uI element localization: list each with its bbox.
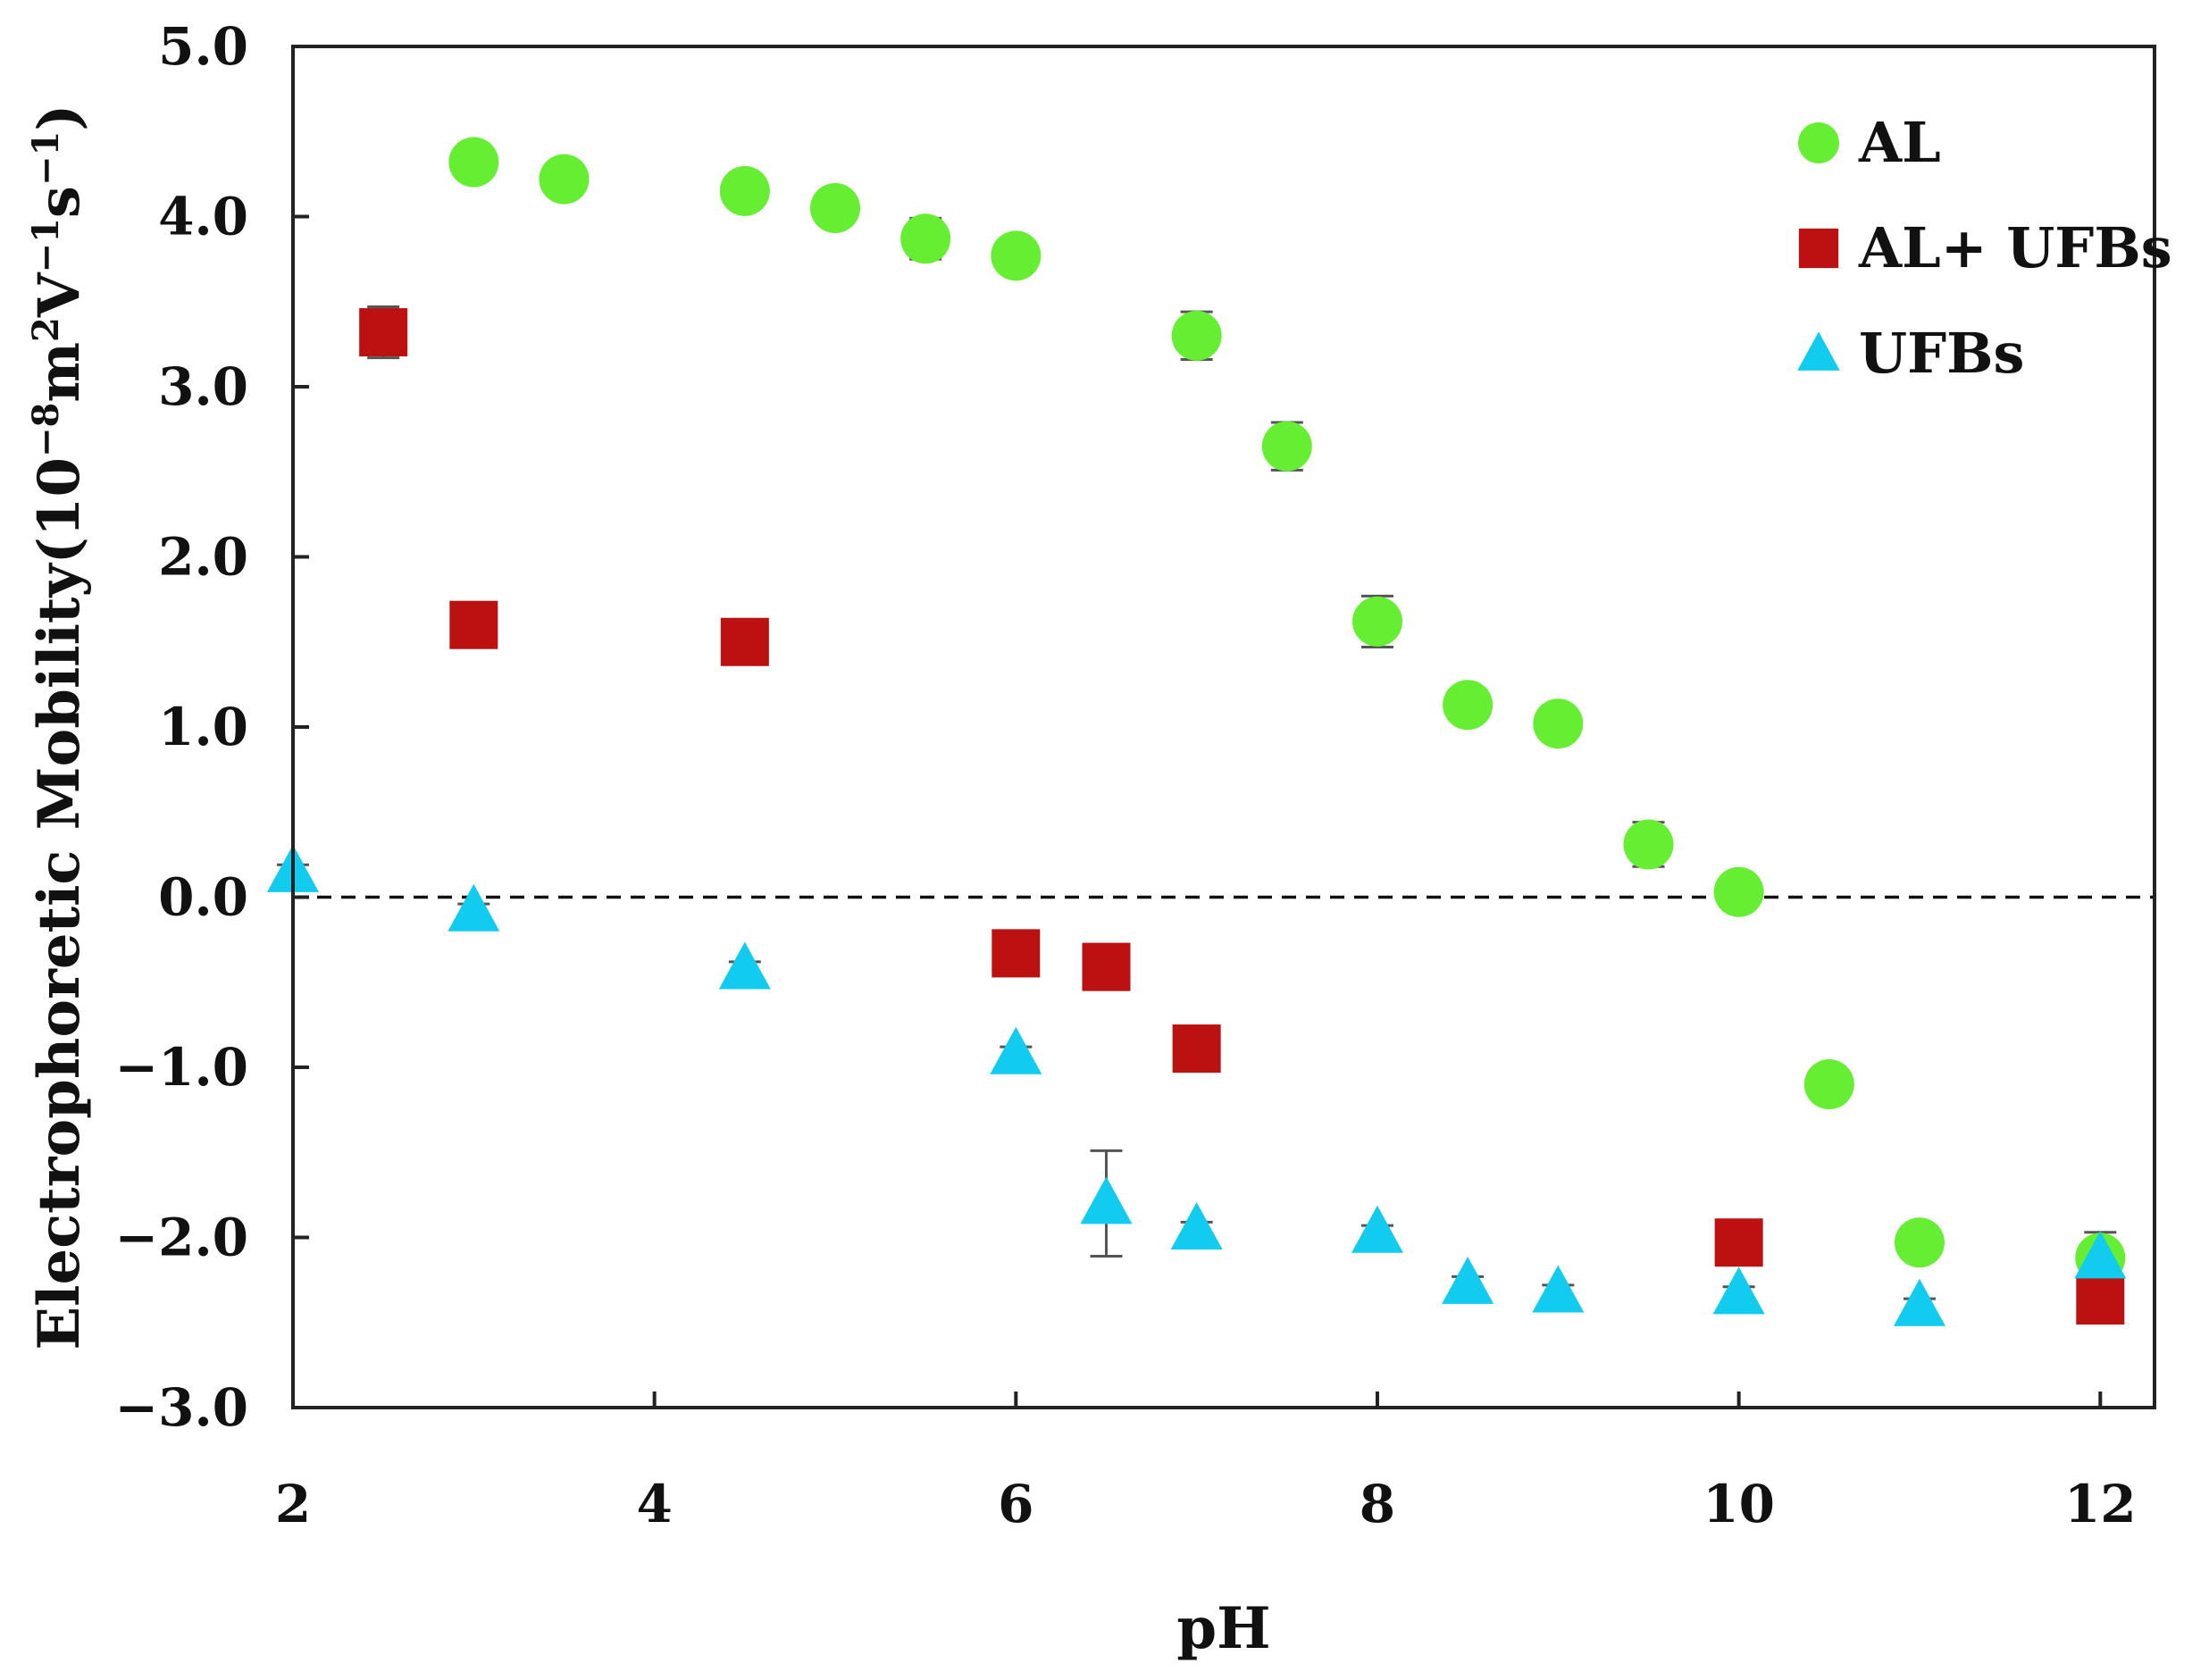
legend-marker-al [1798, 122, 1839, 163]
point-ufbs-ph-8.5 [1442, 1256, 1494, 1304]
y-tick-label-−2.0: −2.0 [114, 1208, 248, 1268]
point-ufbs-ph-12 [2074, 1231, 2127, 1279]
axis-ticks [291, 45, 2103, 1409]
legend-marker-ufbs [1797, 331, 1840, 371]
point-ufbs-ph-11 [1893, 1278, 1945, 1326]
point-al-ph-9.5 [1623, 819, 1674, 870]
point-ufbs-ph-3 [448, 883, 500, 932]
point-ufbs-ph-8 [1351, 1205, 1403, 1253]
point-al-ph-7.5 [1261, 421, 1312, 472]
y-tick-label-1.0: 1.0 [158, 697, 248, 757]
legend-marker-al-ufbs [1798, 228, 1839, 269]
point-al-ufbs-ph-10 [1714, 1218, 1763, 1267]
point-al-ph-10 [1713, 866, 1764, 917]
point-al-ph-6 [991, 230, 1042, 281]
plot-frame [291, 45, 2156, 1409]
y-tick-label-3.0: 3.0 [158, 356, 248, 417]
y-tick-label-5.0: 5.0 [158, 16, 248, 77]
point-al-ufbs-ph-3 [449, 600, 498, 649]
y-axis-title: Electrophoretic Mobility(10−8m2V−1s−1) [25, 104, 94, 1350]
point-al-ph-3 [448, 137, 499, 188]
point-al-ph-5 [809, 182, 860, 233]
y-axis-title-s: s [26, 186, 93, 218]
data-markers [267, 137, 2127, 1326]
point-al-ufbs-ph-12 [2076, 1275, 2125, 1325]
y-tick-label-−1.0: −1.0 [114, 1037, 248, 1098]
point-al-ph-4.5 [719, 165, 770, 216]
y-axis-title-m: m [26, 342, 93, 403]
x-axis-title: pH [1176, 1595, 1270, 1662]
x-tick-label-6: 6 [998, 1474, 1033, 1534]
point-ufbs-ph-10 [1712, 1266, 1765, 1315]
legend-label-al-ufbs: AL+ UFBs [1858, 215, 2172, 280]
y-axis-title-suffix: ) [26, 104, 93, 130]
point-al-ph-7 [1171, 310, 1222, 361]
y-axis-title-exp3: −1 [25, 218, 67, 272]
y-axis-title-exp4: −1 [25, 131, 67, 186]
x-tick-label-10: 10 [1703, 1474, 1775, 1534]
legend-item-ufbs: UFBs [1797, 321, 2024, 386]
point-ufbs-ph-6.5 [1080, 1176, 1133, 1224]
point-al-ph-9 [1533, 698, 1584, 749]
y-tick-label-0.0: 0.0 [158, 867, 248, 928]
point-al-ph-10.5 [1803, 1059, 1854, 1110]
legend-label-al: AL [1858, 110, 1941, 175]
y-axis-title-exp2: 2 [25, 317, 67, 342]
x-tick-label-8: 8 [1360, 1474, 1395, 1534]
point-al-ph-5.5 [900, 213, 951, 264]
point-ufbs-ph-6 [990, 1026, 1042, 1074]
x-tick-label-2: 2 [275, 1474, 311, 1534]
y-tick-label-4.0: 4.0 [158, 187, 248, 247]
y-axis-title-v: V [26, 272, 93, 318]
y-axis-title-exp1: −8 [25, 403, 67, 457]
point-al-ufbs-ph-7 [1172, 1024, 1221, 1074]
point-al-ph-8 [1351, 596, 1402, 647]
point-al-ufbs-ph-4.5 [720, 617, 769, 666]
point-al-ph-11 [1894, 1217, 1945, 1268]
legend: AL AL+ UFBs UFBs [1797, 110, 2172, 386]
legend-item-al-ufbs: AL+ UFBs [1798, 215, 2172, 280]
point-al-ufbs-ph-6.5 [1082, 942, 1131, 991]
x-tick-label-12: 12 [2064, 1474, 2137, 1534]
point-al-ufbs-ph-2.5 [359, 308, 408, 357]
y-tick-label-2.0: 2.0 [158, 527, 248, 588]
legend-label-ufbs: UFBs [1859, 321, 2024, 386]
point-al-ph-8.5 [1443, 680, 1494, 731]
tick-labels: 2 4 6 8 10 12 −3.0 −2.0 −1.0 0.0 1.0 2.0 3.0 4.0 5.0 [114, 16, 2136, 1534]
legend-item-al: AL [1798, 110, 1941, 175]
point-al-ufbs-ph-6 [992, 929, 1041, 978]
point-ufbs-ph-9 [1532, 1265, 1585, 1313]
point-al-ph-3.5 [539, 154, 590, 205]
y-tick-label-−3.0: −3.0 [114, 1377, 248, 1438]
point-ufbs-ph-7 [1170, 1201, 1223, 1250]
y-axis-title-prefix: Electrophoretic Mobility(10 [26, 457, 93, 1350]
point-ufbs-ph-4.5 [718, 941, 771, 990]
x-tick-label-4: 4 [636, 1474, 672, 1534]
